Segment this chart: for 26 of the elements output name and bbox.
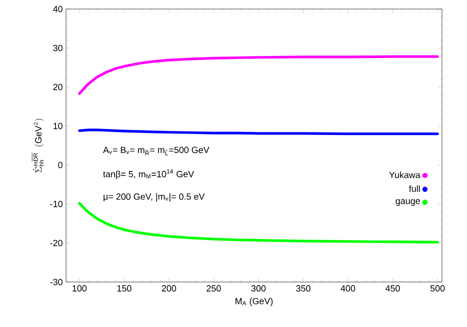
annotation: μ= 200 GeV, |m$_{v}$|= 0.5 eV [104, 193, 205, 202]
x-tick-label: 100 [72, 285, 87, 292]
x-tick-label: 300 [251, 285, 266, 292]
y-tick-label: -20 [50, 240, 62, 246]
text: A$_{v}$= B$_{v}$= m$_{R̃}$= m$_{L̃}$=500 GeV [103, 146, 210, 156]
legend-label: Yukawa [389, 172, 420, 178]
x-tick-label: 200 [162, 285, 176, 292]
legend-label: gauge [396, 199, 420, 206]
y-tick-label: 0 [58, 162, 62, 168]
x-tick-label: 250 [206, 285, 221, 292]
y-axis-title: $\hat{\Sigma}^{\mathrm{m}\overline{\mathrm{DR}}}_{\mathrm{hh}}\;\;(\mathrm{GeV}^2)$ [32, 118, 44, 173]
annotation: tanβ= 5, m$_{M}$=10$^{14}$ GeV [103, 169, 194, 180]
legend-label: full [409, 185, 420, 192]
x-tick-label: 350 [296, 285, 310, 292]
x-tick-label: 400 [340, 285, 356, 292]
x-tick-label: 500 [430, 285, 445, 292]
y-tick-label: -10 [50, 200, 62, 208]
y-tick-label: -30 [50, 278, 62, 286]
y-tick-label: 10 [54, 122, 62, 130]
x-tick-label: 150 [117, 285, 132, 292]
y-tick-label: 20 [53, 84, 62, 90]
x-tick-label: 450 [385, 285, 400, 292]
y-tick-label: 30 [53, 44, 62, 52]
y-tick-label: 40 [53, 6, 62, 12]
line-series [78, 55, 439, 95]
x-axis-title: M$_{A}$ (GeV) [236, 298, 273, 306]
